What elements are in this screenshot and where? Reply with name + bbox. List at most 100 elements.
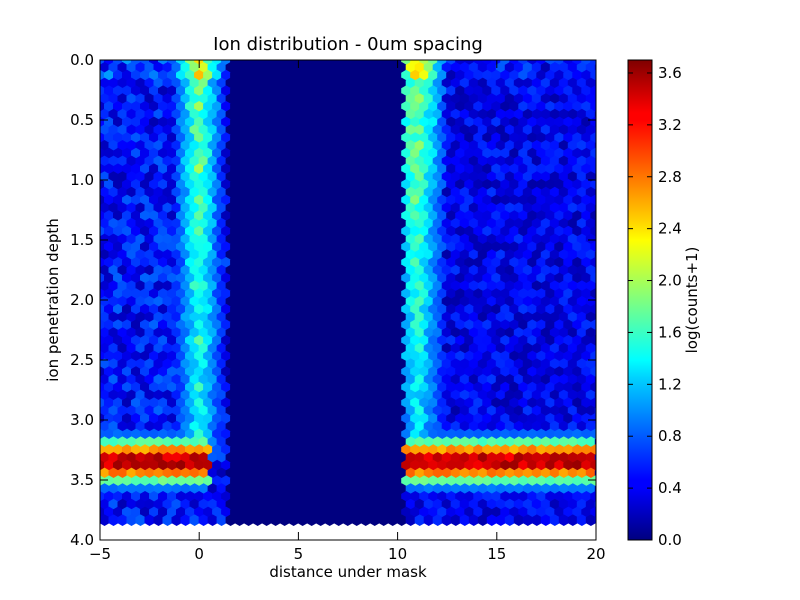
hex-cell xyxy=(153,140,164,152)
hex-cell xyxy=(387,389,398,402)
hex-cell xyxy=(468,62,479,74)
hex-cell xyxy=(491,491,502,503)
hex-cell xyxy=(522,452,533,464)
hex-cell xyxy=(158,132,169,144)
hex-cell xyxy=(185,319,196,331)
hex-cell xyxy=(374,147,385,160)
hex-cell xyxy=(585,140,596,152)
hex-cell xyxy=(428,288,439,300)
hex-cell xyxy=(158,506,169,519)
hex-cell xyxy=(495,264,506,277)
hex-cell xyxy=(495,62,506,74)
hex-cell xyxy=(441,140,452,152)
hex-cell xyxy=(446,475,457,487)
hex-cell xyxy=(549,296,560,308)
hex-cell xyxy=(545,303,556,316)
hex-cell xyxy=(266,60,277,66)
hex-cell xyxy=(261,62,272,74)
hex-cell xyxy=(293,116,304,129)
hex-cell xyxy=(419,163,430,175)
hex-cell xyxy=(432,358,443,370)
hex-cell xyxy=(500,60,511,66)
hex-cell xyxy=(342,374,353,386)
hex-cell xyxy=(563,194,574,207)
hex-cell xyxy=(459,452,470,464)
hex-cell xyxy=(212,116,223,129)
hex-cell xyxy=(446,116,457,129)
hex-cell xyxy=(486,171,497,183)
hex-cell xyxy=(297,452,308,464)
hex-cell xyxy=(495,498,506,511)
hex-cell xyxy=(450,93,461,105)
hex-cell xyxy=(257,413,268,425)
hex-cell xyxy=(221,459,232,472)
hex-cell xyxy=(167,444,178,456)
hex-cell xyxy=(437,350,448,363)
hex-cell xyxy=(270,374,281,386)
hex-cell xyxy=(338,132,349,144)
hex-cell xyxy=(536,366,547,378)
hex-cell xyxy=(239,257,250,269)
hex-cell xyxy=(279,405,290,417)
hex-cell xyxy=(306,264,317,277)
hex-cell xyxy=(464,506,475,519)
hex-cell xyxy=(203,163,214,175)
hex-cell xyxy=(428,366,439,378)
hex-cell xyxy=(428,85,439,97)
hex-cell xyxy=(302,85,313,97)
hex-cell xyxy=(572,210,583,222)
hex-cell xyxy=(144,498,155,511)
hex-cell xyxy=(351,62,362,74)
hex-cell xyxy=(360,436,371,448)
hex-cell xyxy=(180,483,191,495)
hex-cell xyxy=(576,249,587,261)
hex-cell xyxy=(239,272,250,285)
hex-cell xyxy=(414,249,425,261)
hex-cell xyxy=(419,194,430,207)
hex-cell xyxy=(203,69,214,82)
hex-cell xyxy=(252,498,263,511)
hex-cell xyxy=(180,389,191,402)
hex-cell xyxy=(522,108,533,121)
hex-cell xyxy=(500,444,511,456)
hex-cell xyxy=(473,475,484,487)
hex-cell xyxy=(306,296,317,308)
hex-cell xyxy=(117,296,128,308)
hex-cell xyxy=(504,108,515,121)
hex-cell xyxy=(171,249,182,261)
hex-cell xyxy=(131,288,141,300)
hex-cell xyxy=(531,171,542,183)
hex-cell xyxy=(374,366,385,378)
hex-cell xyxy=(486,93,497,105)
hex-cell xyxy=(162,358,173,370)
hex-cell xyxy=(410,194,421,207)
hex-cell xyxy=(135,452,146,464)
hex-cell xyxy=(126,374,137,386)
hex-cell xyxy=(414,108,425,121)
hex-cell xyxy=(504,77,515,90)
hex-cell xyxy=(536,491,547,503)
hex-cell xyxy=(473,147,484,160)
hex-cell xyxy=(554,69,565,82)
hex-cell xyxy=(239,475,250,487)
hex-cell xyxy=(131,272,141,285)
hex-cell xyxy=(275,335,286,347)
hex-cell xyxy=(446,163,457,175)
hex-cell xyxy=(122,210,132,222)
hex-cell xyxy=(284,210,295,222)
hex-cell xyxy=(401,69,412,82)
hex-cell xyxy=(495,124,506,136)
hex-cell xyxy=(275,506,286,519)
hex-cell xyxy=(468,358,479,370)
hex-cell xyxy=(100,389,110,402)
hex-cell xyxy=(572,101,583,113)
hex-cell xyxy=(212,132,223,144)
hex-cell xyxy=(468,296,479,308)
hex-cell xyxy=(576,108,587,121)
hex-cell xyxy=(104,179,114,191)
hex-cell xyxy=(198,296,209,308)
hex-cell xyxy=(270,93,281,105)
hex-cell xyxy=(495,296,506,308)
hex-cell xyxy=(275,163,286,175)
hex-cell xyxy=(423,233,434,246)
